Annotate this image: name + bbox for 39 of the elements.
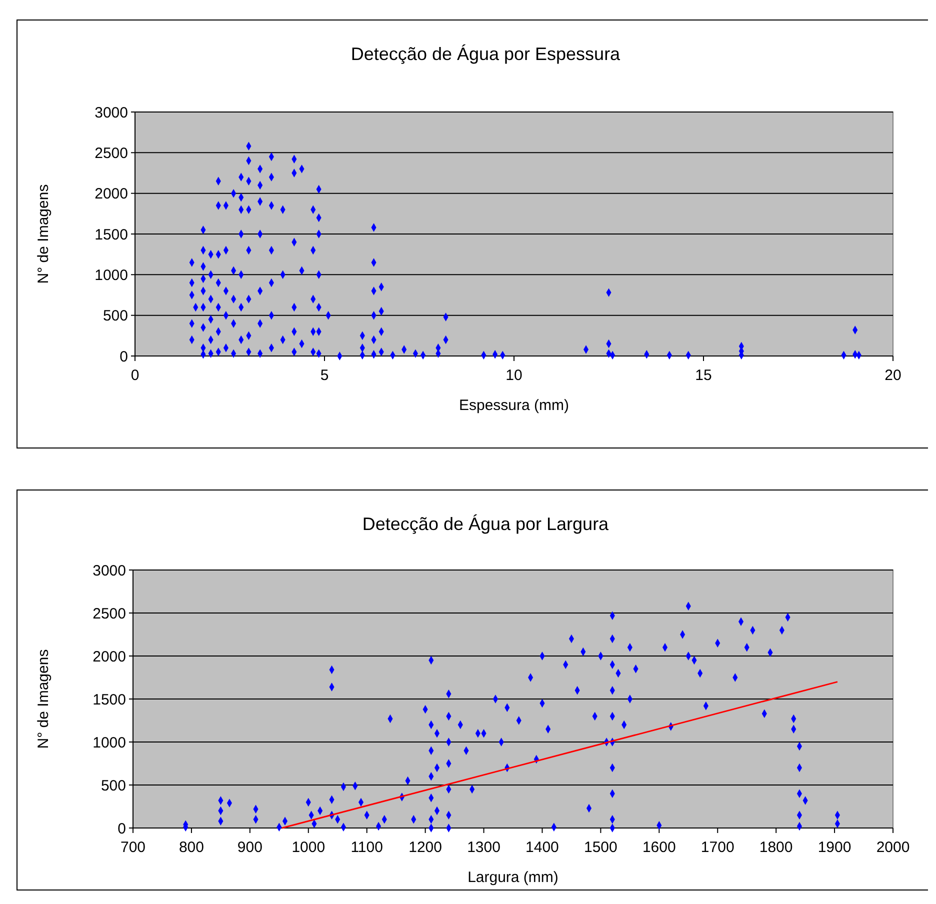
y-tick-label: 2000 [94, 186, 128, 203]
x-tick-label: 2000 [876, 839, 910, 856]
y-tick-label: 0 [120, 348, 128, 366]
x-tick-label: 1100 [350, 839, 383, 856]
x-tick-label: 1600 [642, 839, 676, 856]
x-tick-label: 900 [237, 839, 262, 856]
y-tick-label: 2000 [92, 648, 126, 666]
x-tick-label: 1700 [700, 839, 734, 856]
x-axis-title: Largura (mm) [468, 869, 558, 886]
y-tick-label: 2500 [92, 605, 126, 622]
y-tick-label: 0 [118, 820, 126, 838]
x-tick-label: 800 [178, 839, 204, 856]
y-tick-label: 1500 [92, 691, 126, 708]
x-tick-label: 1300 [467, 839, 500, 856]
x-tick-label: 20 [884, 367, 902, 384]
x-tick-label: 1400 [526, 839, 559, 856]
x-axis-title: Espessura (mm) [458, 397, 570, 414]
x-tick-label: 0 [130, 367, 140, 384]
y-axis-title: N° de Imagens [35, 649, 52, 749]
x-tick-label: 1500 [584, 839, 618, 856]
y-tick-label: 1000 [92, 734, 126, 752]
y-tick-label: 2500 [94, 144, 128, 162]
y-tick-label: 500 [102, 308, 128, 325]
x-tick-label: 15 [695, 367, 712, 384]
x-tick-label: 700 [120, 839, 146, 856]
y-tick-label: 500 [100, 777, 126, 794]
x-tick-label: 5 [320, 367, 329, 384]
x-tick-label: 1900 [818, 839, 852, 856]
x-tick-label: 1800 [759, 839, 793, 856]
y-tick-label: 1000 [94, 266, 128, 284]
y-tick-label: 1500 [94, 226, 128, 244]
chart-title: Detecção de Água por Largura [362, 514, 610, 534]
x-tick-label: 1000 [292, 839, 326, 856]
x-tick-label: 10 [506, 367, 522, 384]
y-tick-label: 3000 [92, 562, 126, 580]
y-axis-title: N° de Imagens [35, 184, 52, 284]
y-tick-label: 3000 [94, 104, 128, 122]
chart-title: Detecção de Água por Espessura [350, 44, 622, 64]
x-tick-label: 1200 [408, 839, 442, 856]
